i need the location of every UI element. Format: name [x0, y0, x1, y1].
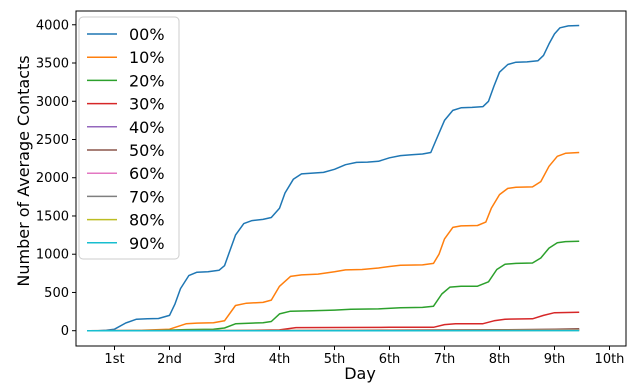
y-tick-label: 500	[44, 286, 69, 301]
axes: 1st 2nd 3rd 4th 5th 6th 7th 8th 9th 10th 0 500 1000 1…	[36, 10, 627, 367]
legend-label: 20%	[129, 71, 165, 90]
y-tick-label: 1500	[36, 209, 69, 224]
series-line-3	[87, 311, 580, 332]
legend-label: 70%	[129, 187, 165, 206]
legend-label: 80%	[129, 211, 165, 230]
plot-frame	[75, 10, 627, 347]
series-line-2	[87, 240, 580, 332]
y-tick-label: 0	[61, 324, 69, 339]
x-axis-title: Day	[344, 364, 376, 383]
x-tick-label: 8th	[489, 352, 511, 367]
y-tick-label: 3500	[36, 57, 69, 72]
x-tick-label: 1st	[104, 352, 124, 367]
plot-area	[86, 24, 580, 332]
legend-box	[78, 16, 180, 260]
y-tick-label: 4000	[36, 18, 69, 33]
y-axis-title: Number of Average Contacts	[14, 55, 33, 286]
legend: 00% 10% 20% 30% 40% 50% 60% 70% 80% 90%	[78, 16, 180, 260]
legend-label: 00%	[129, 25, 165, 44]
series-line-1	[87, 151, 580, 332]
legend-label: 30%	[129, 95, 165, 114]
x-tick-label: 2nd	[157, 352, 182, 367]
x-tick-label: 3rd	[214, 352, 236, 367]
x-tick-label: 5th	[324, 352, 346, 367]
legend-label: 60%	[129, 164, 165, 183]
x-tick-label: 6th	[379, 352, 401, 367]
legend-label: 40%	[129, 118, 165, 137]
x-tick-label: 7th	[434, 352, 456, 367]
y-tick-label: 2500	[36, 133, 69, 148]
x-tick-label: 9th	[544, 352, 566, 367]
legend-label: 50%	[129, 141, 165, 160]
y-tick-label: 3000	[36, 95, 69, 110]
y-tick-label: 2000	[36, 171, 69, 186]
x-tick-label: 10th	[595, 352, 625, 367]
y-tick-label: 1000	[36, 248, 69, 263]
series-line-0	[87, 24, 580, 332]
legend-label: 90%	[129, 234, 165, 253]
x-tick-label: 4th	[269, 352, 291, 367]
legend-label: 10%	[129, 48, 165, 67]
